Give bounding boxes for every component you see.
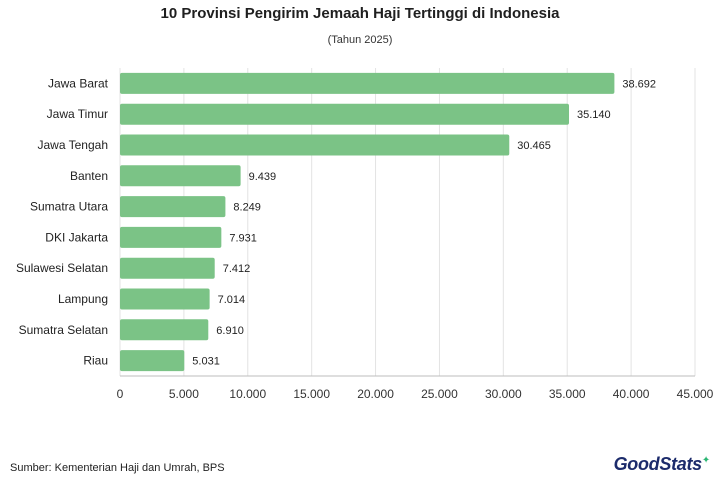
x-tick-label: 10.000 — [229, 387, 266, 401]
bar — [120, 350, 185, 372]
value-label: 8.249 — [233, 202, 261, 214]
category-label: Sumatra Selatan — [19, 323, 108, 337]
goodstats-logo: GoodStats✦ — [613, 454, 711, 475]
x-tick-label: 40.000 — [613, 387, 650, 401]
category-label: Jawa Timur — [47, 107, 108, 121]
value-label: 7.931 — [229, 232, 257, 244]
value-label: 6.910 — [216, 325, 244, 337]
value-label: 9.439 — [249, 171, 277, 183]
x-tick-label: 5.000 — [169, 387, 199, 401]
bar — [120, 72, 615, 94]
bar — [120, 103, 570, 125]
value-label: 5.031 — [192, 356, 220, 368]
x-tick-label: 0 — [117, 387, 124, 401]
bar — [120, 134, 510, 156]
x-tick-label: 30.000 — [485, 387, 522, 401]
category-label: Jawa Tengah — [38, 138, 109, 152]
spark-icon: ✦ — [701, 455, 710, 466]
value-label: 7.014 — [218, 294, 246, 306]
bar — [120, 196, 226, 218]
x-tick-label: 45.000 — [677, 387, 714, 401]
x-tick-label: 15.000 — [293, 387, 330, 401]
category-label: DKI Jakarta — [45, 230, 108, 244]
category-label: Sumatra Utara — [30, 200, 108, 214]
category-label: Jawa Barat — [48, 76, 109, 90]
x-tick-label: 25.000 — [421, 387, 458, 401]
x-tick-label: 35.000 — [549, 387, 586, 401]
bar — [120, 226, 222, 248]
value-label: 38.692 — [622, 78, 656, 90]
value-label: 7.412 — [223, 263, 251, 275]
bar — [120, 319, 209, 341]
x-tick-label: 20.000 — [357, 387, 394, 401]
category-label: Sulawesi Selatan — [16, 261, 108, 275]
source-note: Sumber: Kementerian Haji dan Umrah, BPS — [10, 462, 225, 474]
value-label: 30.465 — [517, 140, 551, 152]
category-label: Banten — [70, 169, 108, 183]
chart-title: 10 Provinsi Pengirim Jemaah Haji Terting… — [160, 5, 560, 22]
logo-text: GoodStats — [613, 454, 703, 474]
bar — [120, 288, 210, 310]
bar — [120, 257, 215, 279]
category-label: Lampung — [58, 292, 108, 306]
value-label: 35.140 — [577, 109, 611, 121]
bar — [120, 165, 241, 187]
category-label: Riau — [83, 354, 108, 368]
chart-subtitle: (Tahun 2025) — [327, 34, 393, 46]
